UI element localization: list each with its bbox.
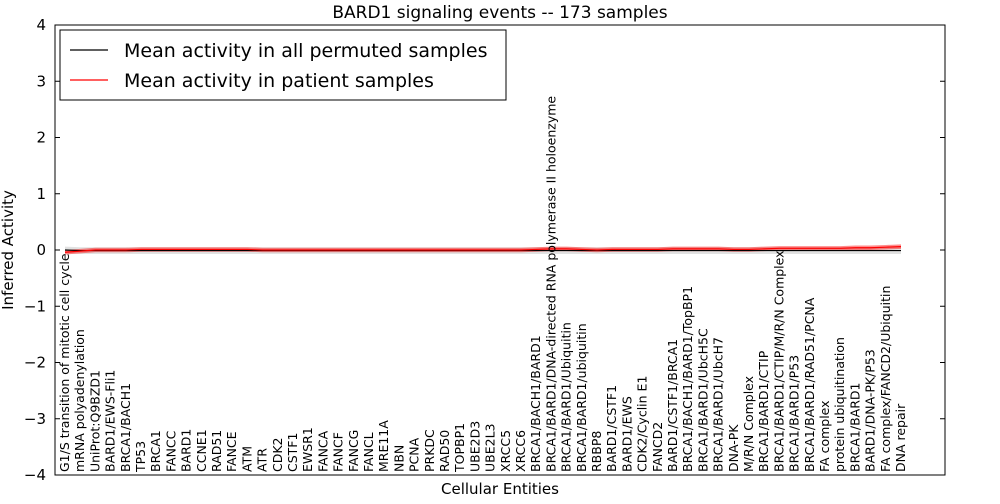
x-tick-label: BRCA1/BARD1/UbcH7 bbox=[711, 337, 726, 472]
x-tick-label: BRCA1/BARD1/P53 bbox=[787, 355, 802, 472]
x-tick-label: PRKDC bbox=[422, 429, 437, 472]
x-tick-label: FANCC bbox=[163, 430, 178, 472]
x-tick-label: ATM bbox=[239, 446, 254, 472]
y-axis-label: Inferred Activity bbox=[0, 190, 17, 310]
legend-label-permuted: Mean activity in all permuted samples bbox=[124, 40, 487, 62]
x-tick-label: BRCA1/BARD1/ubiquitin bbox=[574, 323, 589, 472]
x-tick-label: BRCA1/BACH1 bbox=[118, 383, 133, 472]
x-tick-label: TP53 bbox=[133, 441, 148, 473]
x-tick-label: BARD1/CSTF1 bbox=[604, 385, 619, 472]
y-tick-label: 1 bbox=[36, 185, 46, 203]
x-tick-label: BARD1/EWS-Fli1 bbox=[103, 370, 118, 472]
plot-area bbox=[54, 24, 946, 476]
legend-box bbox=[59, 29, 507, 101]
x-tick-label: PCNA bbox=[407, 437, 422, 472]
x-tick-label: CDK2 bbox=[270, 437, 285, 472]
x-tick-label: CSTF1 bbox=[285, 433, 300, 472]
x-tick-label: BRCA1 bbox=[148, 430, 163, 472]
x-tick-label: BRCA1/BACH1/BARD1 bbox=[528, 335, 543, 472]
x-tick-label: BARD1 bbox=[179, 429, 194, 472]
x-tick-label: BARD1/EWS bbox=[619, 396, 634, 472]
x-tick-label: FANCD2 bbox=[650, 422, 665, 472]
x-tick-label: FANCA bbox=[315, 430, 330, 472]
x-tick-label: UBE2L3 bbox=[483, 424, 498, 472]
legend-label-patient: Mean activity in patient samples bbox=[124, 70, 434, 92]
y-tick-label: 4 bbox=[36, 16, 46, 34]
series-lines bbox=[64, 246, 902, 253]
x-tick-label: ATR bbox=[255, 448, 270, 472]
x-tick-label: BRCA1/BACH1/BARD1/TopBP1 bbox=[680, 286, 695, 472]
x-tick-label: CCNE1 bbox=[194, 429, 209, 472]
x-tick-label: EWSR1 bbox=[300, 427, 315, 472]
y-tick-label: 0 bbox=[36, 241, 46, 259]
x-tick-label: UBE2D3 bbox=[467, 421, 482, 472]
x-tick-label: BARD1/CSTF1/BRCA1 bbox=[665, 339, 680, 472]
x-tick-label: UniProt:Q9BZD1 bbox=[87, 370, 102, 472]
x-tick-label: FANCL bbox=[361, 432, 376, 472]
x-tick-label: MRE11A bbox=[376, 420, 391, 472]
line-patient bbox=[64, 246, 902, 253]
x-tick-label: BRCA1/BARD1/RAD51/PCNA bbox=[802, 297, 817, 472]
x-tick-label: FA complex bbox=[817, 400, 832, 472]
x-tick-label: G1/S transition of mitotic cell cycle bbox=[57, 253, 72, 472]
y-tick-label: −4 bbox=[24, 466, 46, 484]
x-tick-label: BARD1/DNA-PK/P53 bbox=[863, 349, 878, 472]
y-tick-label: −3 bbox=[24, 410, 46, 428]
x-tick-label: TOPBP1 bbox=[452, 423, 467, 473]
y-tick-label: 3 bbox=[36, 72, 46, 90]
x-tick-label: FANCG bbox=[346, 430, 361, 472]
legend: Mean activity in all permuted samples Me… bbox=[59, 29, 507, 101]
x-tick-label: BRCA1/BARD1/CTIP bbox=[756, 350, 771, 472]
x-tick-label: DNA repair bbox=[893, 403, 908, 472]
x-tick-labels: G1/S transition of mitotic cell cycle mRN… bbox=[57, 96, 908, 473]
y-tick-label: −1 bbox=[24, 297, 46, 315]
y-tick-label: −2 bbox=[24, 354, 46, 372]
x-tick-label: FA complex/FANCD2/Ubiquitin bbox=[878, 286, 893, 472]
x-tick-label: DNA-PK bbox=[726, 424, 741, 472]
x-tick-label: RAD51 bbox=[209, 430, 224, 472]
x-tick-label: protein ubiquitination bbox=[832, 337, 847, 472]
y-tick-label: 2 bbox=[36, 129, 46, 147]
x-tick-label: M/R/N Complex bbox=[741, 376, 756, 472]
y-axis: 4 3 2 1 0 −1 −2 −3 −4 bbox=[24, 16, 945, 484]
x-tick-label: FANCF bbox=[331, 432, 346, 472]
x-tick-label: BRCA1/BARD1/Ubiquitin bbox=[559, 322, 574, 472]
x-tick-label: CDK2/Cyclin E1 bbox=[635, 376, 650, 472]
x-tick-label: BRCA1/BARD1/CTIP/M/R/N Complex bbox=[771, 250, 786, 472]
x-tick-label: XRCC6 bbox=[513, 430, 528, 472]
x-axis-label: Cellular Entities bbox=[441, 480, 559, 498]
x-tick-label: RAD50 bbox=[437, 430, 452, 472]
x-tick-label: BRCA1/BARD1/UbcH5C bbox=[695, 328, 710, 472]
x-tick-label: NBN bbox=[391, 445, 406, 472]
x-tick-label: BRCA1/BARD1/DNA-directed RNA polymerase … bbox=[543, 96, 558, 472]
x-tick-label: BRCA1/BARD1 bbox=[847, 383, 862, 472]
x-tick-label: XRCC5 bbox=[498, 430, 513, 472]
x-tick-label: FANCE bbox=[224, 431, 239, 472]
x-tick-label: RBBP8 bbox=[589, 431, 604, 472]
chart-title: BARD1 signaling events -- 173 samples bbox=[332, 3, 667, 23]
x-tick-label: mRNA polyadenylation bbox=[72, 329, 87, 472]
